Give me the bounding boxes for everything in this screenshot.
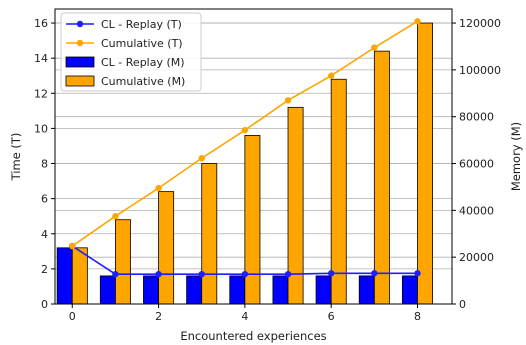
data-point-cl-replay-t (284, 270, 292, 278)
legend-bar-swatch (65, 56, 95, 68)
legend-marker-swatch (76, 20, 84, 28)
bar-cl-replay-m (229, 275, 246, 305)
bar-cl-replay-m (143, 275, 159, 305)
data-point-cl-replay-t (414, 270, 421, 277)
legend-box (60, 12, 202, 92)
x-tick-label: 6 (328, 310, 335, 323)
x-axis-label: Encountered experiences (180, 329, 326, 343)
data-point-cumulative-t (198, 155, 205, 162)
y-right-tick-label: 100000 (459, 64, 501, 77)
legend-bar-swatch (65, 75, 95, 87)
legend-label: Cumulative (T) (101, 37, 183, 50)
series-lines (69, 18, 421, 278)
bar-cumulative-m (201, 163, 218, 305)
legend-marker-swatch (76, 39, 84, 47)
data-point-cumulative-t (69, 242, 76, 250)
x-tick-label: 0 (69, 310, 76, 323)
bar-cl-replay-m (99, 275, 116, 305)
bar-cumulative-m (158, 191, 175, 305)
y-right-tick-label: 80000 (459, 111, 494, 124)
data-point-cumulative-t (241, 126, 249, 134)
bar-cumulative-m (71, 247, 88, 305)
y-left-tick-label: 16 (34, 17, 48, 30)
y-left-tick-label: 4 (41, 228, 48, 241)
bar-cumulative-m (330, 78, 347, 305)
y-left-tick-label: 6 (41, 193, 48, 206)
bar-cl-replay-m (186, 275, 203, 305)
data-point-cl-replay-t (112, 270, 119, 278)
data-point-cumulative-t (112, 213, 119, 220)
axis-ticks: 0 2 4 6 8 0 2 4 6 8 10 12 14 16 0 20000 40000 60000 80000 1… (34, 17, 501, 323)
bar-cl-replay-m (401, 275, 418, 305)
y-left-tick-label: 10 (34, 122, 48, 135)
y-right-tick-label: 40000 (459, 204, 494, 217)
bar-cumulative-m (244, 135, 261, 305)
bar-cl-replay-m (358, 275, 375, 305)
y-axis-left-label: Time (T) (9, 133, 23, 182)
y-left-tick-label: 2 (41, 263, 48, 276)
data-point-cumulative-t (155, 184, 162, 192)
y-right-tick-label: 120000 (459, 17, 501, 30)
bar-cl-replay-m (272, 275, 289, 305)
y-right-tick-label: 0 (459, 298, 466, 311)
y-left-tick-label: 0 (41, 298, 48, 311)
y-right-tick-label: 20000 (459, 251, 494, 264)
x-tick-label: 4 (241, 310, 248, 323)
bar-cumulative-m (115, 219, 131, 305)
data-point-cumulative-t (284, 97, 292, 104)
bar-cl-replay-m (315, 275, 332, 305)
data-point-cl-replay-t (371, 270, 378, 277)
legend-label: CL - Replay (T) (101, 18, 182, 31)
data-point-cl-replay-t (155, 270, 162, 278)
data-point-cl-replay-t (198, 270, 205, 278)
legend: CL - Replay (T) Cumulative (T) CL - Replay… (60, 12, 202, 92)
y-left-tick-label: 14 (34, 52, 48, 65)
x-tick-label: 2 (155, 310, 162, 323)
bar-cumulative-m (417, 22, 433, 305)
data-point-cl-replay-t (327, 270, 335, 277)
data-point-cl-replay-t (241, 270, 249, 278)
plot-frame (54, 8, 453, 305)
data-point-cumulative-t (327, 72, 335, 79)
legend-label: Cumulative (M) (101, 75, 185, 88)
data-point-cumulative-t (414, 18, 421, 25)
x-tick-label: 8 (414, 310, 421, 323)
legend-label: CL - Replay (M) (101, 56, 185, 69)
y-left-tick-label: 12 (34, 87, 48, 100)
y-right-tick-label: 60000 (459, 158, 494, 171)
y-axis-right-label: Memory (M) (509, 122, 523, 191)
y-left-tick-label: 8 (41, 158, 48, 171)
bar-cl-replay-m (56, 247, 73, 305)
bar-cumulative-m (373, 50, 390, 305)
data-point-cumulative-t (371, 44, 378, 51)
